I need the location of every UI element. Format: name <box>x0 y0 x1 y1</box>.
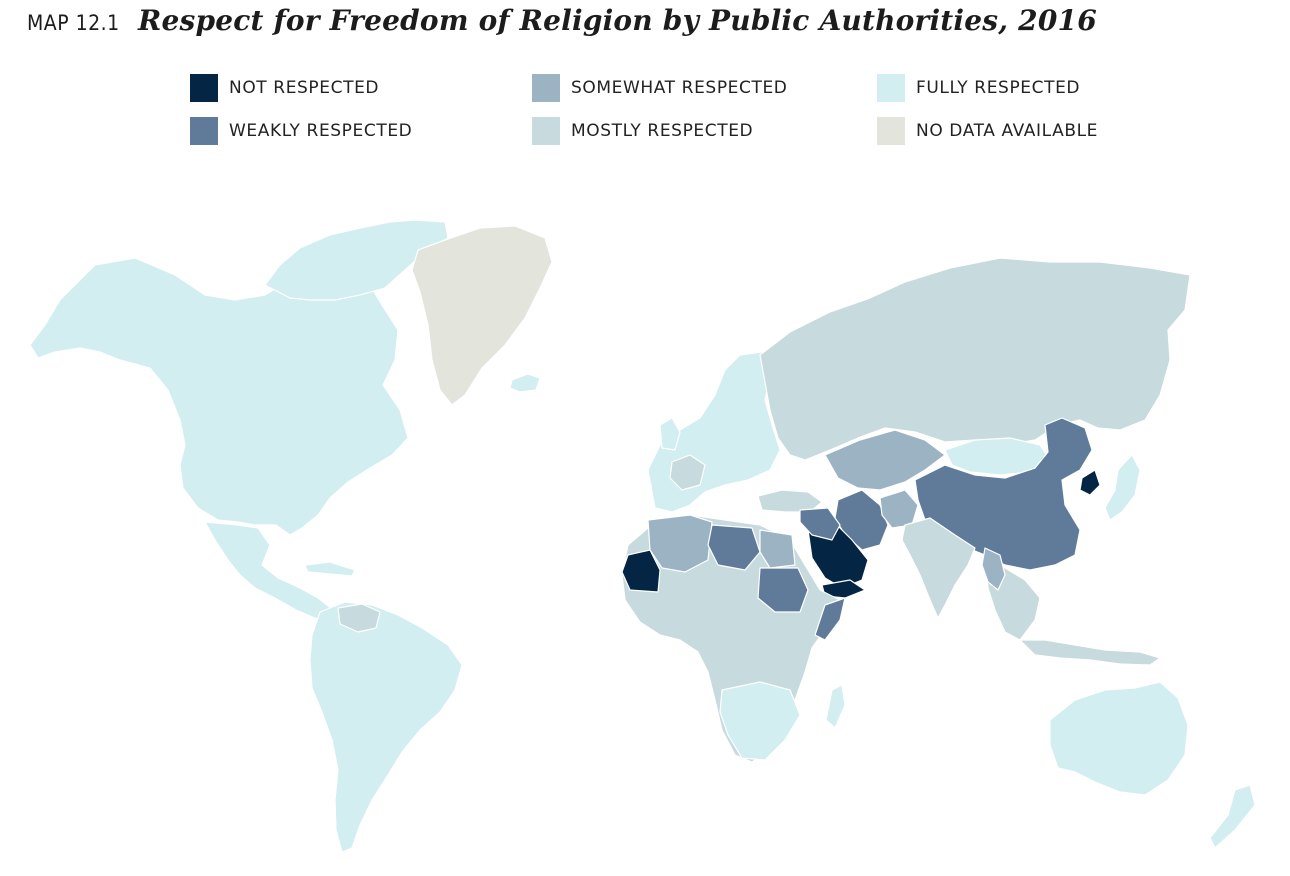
region-mauritania <box>621 549 661 593</box>
world-map <box>29 219 1256 853</box>
region-libya <box>707 524 761 571</box>
legend-item-weakly-respected: WEAKLY RESPECTED <box>190 117 412 145</box>
legend-swatch <box>877 74 905 102</box>
region-india <box>901 517 976 619</box>
region-madagascar <box>825 684 846 729</box>
legend-item-no-data: NO DATA AVAILABLE <box>877 117 1098 145</box>
region-south-america <box>309 601 463 853</box>
legend-label: NO DATA AVAILABLE <box>916 121 1098 141</box>
region-caribbean <box>304 561 356 577</box>
region-north-america <box>29 257 409 536</box>
region-southern-africa <box>719 681 801 761</box>
map-title: Respect for Freedom of Religion by Publi… <box>138 4 1097 37</box>
legend-swatch <box>532 117 560 145</box>
legend-label: WEAKLY RESPECTED <box>229 121 413 141</box>
region-myanmar <box>981 547 1006 591</box>
region-france <box>669 454 706 491</box>
region-turkey <box>757 489 823 513</box>
legend-swatch <box>532 74 560 102</box>
region-japan <box>1104 454 1141 521</box>
region-new-zealand <box>1209 784 1256 849</box>
legend-swatch <box>877 117 905 145</box>
region-north-korea <box>1079 469 1101 496</box>
legend-item-somewhat-respected: SOMEWHAT RESPECTED <box>532 74 788 102</box>
legend-label: SOMEWHAT RESPECTED <box>571 78 788 98</box>
map-number: MAP 12.1 <box>27 11 120 35</box>
legend-swatch <box>190 74 218 102</box>
legend-swatch <box>190 117 218 145</box>
legend-label: MOSTLY RESPECTED <box>571 121 754 141</box>
legend-item-mostly-respected: MOSTLY RESPECTED <box>532 117 753 145</box>
legend-item-not-respected: NOT RESPECTED <box>190 74 379 102</box>
region-arctic-islands <box>264 219 449 301</box>
region-indonesia <box>1019 639 1161 666</box>
region-iraq-syria <box>799 507 841 541</box>
region-venezuela <box>337 603 381 633</box>
region-sudan <box>757 567 809 613</box>
region-somalia <box>814 597 846 641</box>
region-egypt <box>759 529 796 569</box>
region-iceland <box>509 373 541 393</box>
region-uk <box>659 417 681 451</box>
legend-item-fully-respected: FULLY RESPECTED <box>877 74 1080 102</box>
region-greenland <box>411 225 553 406</box>
region-central-asia <box>824 429 946 491</box>
legend-label: FULLY RESPECTED <box>916 78 1081 98</box>
legend-label: NOT RESPECTED <box>229 78 380 98</box>
region-australia <box>1049 681 1189 796</box>
region-russia <box>759 257 1191 461</box>
region-mexico <box>204 521 337 626</box>
